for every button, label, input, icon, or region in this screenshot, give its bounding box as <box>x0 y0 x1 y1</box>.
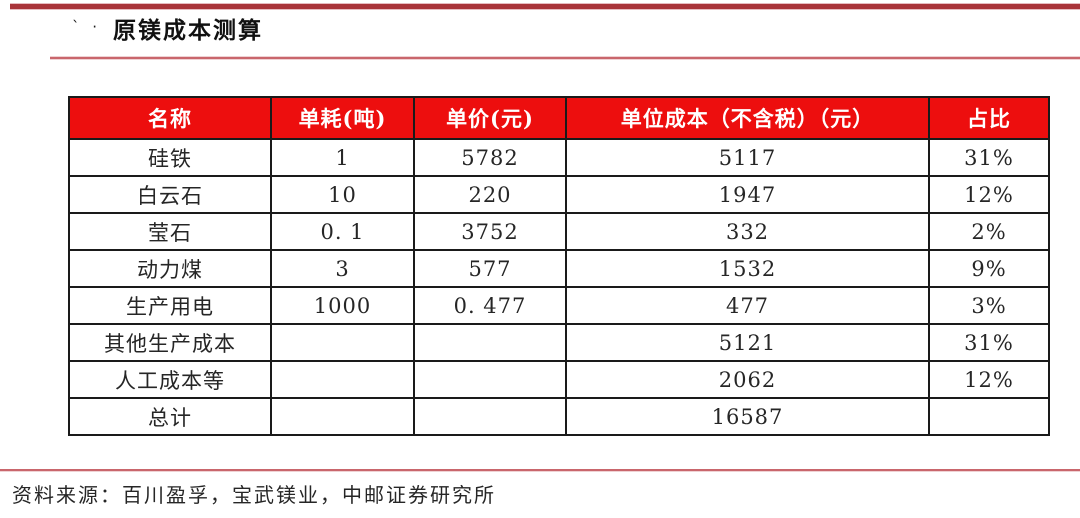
table-cell-unit_cost_ex_tax: 2062 <box>565 360 930 399</box>
table-cell-unit_price <box>413 360 567 399</box>
header-cell-4: 占比 <box>928 96 1050 140</box>
table-cell-unit_price: 220 <box>413 175 567 214</box>
table-cell-unit_price: 5782 <box>413 138 567 177</box>
title-marks: ˋ · <box>72 18 102 36</box>
table-cell-unit_cost_ex_tax: 5121 <box>565 323 930 362</box>
table-cell-name: 莹石 <box>68 212 272 251</box>
table-row: 其他生产成本 5121 31% <box>68 323 1050 362</box>
source-text: 资料来源：百川盈孚，宝武镁业，中邮证券研究所 <box>12 483 496 507</box>
top-rule <box>10 4 1080 9</box>
table-cell-name: 总计 <box>68 397 272 436</box>
table-cell-name: 动力煤 <box>68 249 272 288</box>
table-cell-unit_cost_ex_tax: 16587 <box>565 397 930 436</box>
cost-table: 名称 单耗(吨) 单价(元) 单位成本（不含税）（元） 占比 硅铁 1 5782 5117 31… <box>68 96 1050 436</box>
title-underline <box>50 57 1080 59</box>
table-cell-unit_price: 0. 477 <box>413 286 567 325</box>
table-row: 生产用电 1000 0. 477 477 3% <box>68 286 1050 325</box>
table-cell-unit_consumption: 3 <box>270 249 415 288</box>
table-cell-name: 人工成本等 <box>68 360 272 399</box>
table-body: 硅铁 1 5782 5117 31% 白云石 10 220 1947 12% 莹石 0. 1 3752 3… <box>68 138 1050 436</box>
table-cell-unit_consumption: 0. 1 <box>270 212 415 251</box>
table-cell-unit_consumption: 1000 <box>270 286 415 325</box>
table-cell-unit_cost_ex_tax: 332 <box>565 212 930 251</box>
header-cell-1: 单耗(吨) <box>270 96 415 140</box>
table-cell-share: 31% <box>928 138 1050 177</box>
table-cell-unit_consumption <box>270 323 415 362</box>
table-cell-share: 3% <box>928 286 1050 325</box>
table-cell-unit_consumption <box>270 397 415 436</box>
table-row: 人工成本等 2062 12% <box>68 360 1050 399</box>
table-cell-share: 31% <box>928 323 1050 362</box>
table-cell-name: 白云石 <box>68 175 272 214</box>
cost-table-wrap: 名称 单耗(吨) 单价(元) 单位成本（不含税）（元） 占比 硅铁 1 5782 5117 31… <box>68 96 1050 436</box>
table-cell-name: 生产用电 <box>68 286 272 325</box>
table-row: 莹石 0. 1 3752 332 2% <box>68 212 1050 251</box>
table-row: 白云石 10 220 1947 12% <box>68 175 1050 214</box>
table-cell-unit_price <box>413 323 567 362</box>
table-cell-unit_cost_ex_tax: 5117 <box>565 138 930 177</box>
header-cell-2: 单价(元) <box>413 96 567 140</box>
source-divider <box>0 469 1080 471</box>
table-cell-unit_consumption: 1 <box>270 138 415 177</box>
table-cell-unit_consumption <box>270 360 415 399</box>
table-cell-share <box>928 397 1050 436</box>
header-cell-0: 名称 <box>68 96 272 140</box>
table-cell-share: 12% <box>928 175 1050 214</box>
table-row: 硅铁 1 5782 5117 31% <box>68 138 1050 177</box>
page-title: 原镁成本测算 <box>113 17 264 44</box>
table-cell-unit_cost_ex_tax: 1532 <box>565 249 930 288</box>
header-row: 名称 单耗(吨) 单价(元) 单位成本（不含税）（元） 占比 <box>68 96 1050 140</box>
table-cell-unit_cost_ex_tax: 1947 <box>565 175 930 214</box>
table-cell-unit_price <box>413 397 567 436</box>
table-row: 总计 16587 <box>68 397 1050 436</box>
table-cell-share: 2% <box>928 212 1050 251</box>
table-cell-share: 12% <box>928 360 1050 399</box>
header-cell-3: 单位成本（不含税）（元） <box>565 96 930 140</box>
title-block: ˋ · 原镁成本测算 <box>72 16 263 46</box>
table-row: 动力煤 3 577 1532 9% <box>68 249 1050 288</box>
table-cell-name: 硅铁 <box>68 138 272 177</box>
table-cell-share: 9% <box>928 249 1050 288</box>
table-cell-name: 其他生产成本 <box>68 323 272 362</box>
table-cell-unit_cost_ex_tax: 477 <box>565 286 930 325</box>
table-cell-unit_price: 577 <box>413 249 567 288</box>
table-cell-unit_price: 3752 <box>413 212 567 251</box>
table-cell-unit_consumption: 10 <box>270 175 415 214</box>
